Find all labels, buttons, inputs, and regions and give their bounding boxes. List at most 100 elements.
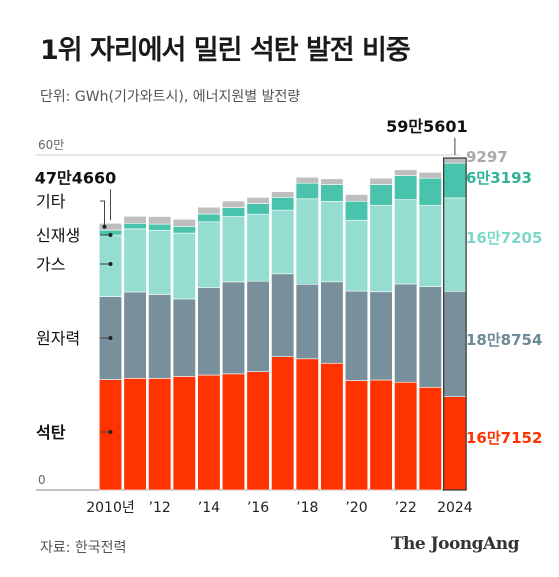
bar-segment-1: [148, 294, 172, 379]
series-label-dot: [108, 336, 113, 340]
bar-segment-0: [418, 386, 442, 491]
bar-segment-1: [172, 298, 196, 377]
y-tick-label: 60만: [38, 138, 64, 152]
bar-segment-1: [394, 283, 418, 383]
series-label-leader: [100, 200, 105, 227]
total-label: 47만4660: [35, 168, 117, 187]
bar-segment-3: [443, 162, 467, 199]
end-label-기타: 9297: [466, 148, 508, 166]
series-label: 가스: [36, 255, 65, 274]
bar-segment-4: [443, 157, 467, 164]
bar-segment-3: [344, 200, 369, 221]
bar-segment-3: [271, 197, 295, 211]
x-tick-label: 2024: [437, 500, 473, 516]
x-tick-label: 2010년: [86, 500, 135, 516]
end-label-가스: 16만7205: [466, 229, 542, 247]
bar-segment-3: [320, 184, 344, 202]
source-note: 자료: 한국전력: [40, 540, 127, 556]
bar-segment-0: [320, 362, 344, 491]
total-label: 59만5601: [386, 117, 468, 136]
x-tick-label: ’22: [395, 500, 417, 516]
bar-segment-1: [246, 280, 270, 372]
bar-segment-4: [344, 194, 369, 202]
bar-segment-0: [344, 380, 369, 491]
brand-logo: The JoongAng: [390, 534, 520, 554]
series-label-dot: [108, 430, 113, 434]
bar-segment-1: [418, 286, 442, 388]
bar-segment-2: [221, 216, 246, 283]
x-tick-label: ’12: [149, 500, 171, 516]
bar-segment-1: [197, 287, 221, 376]
bar-segment-0: [221, 373, 246, 491]
bar-segment-2: [148, 229, 172, 295]
end-label-원자력: 18만8754: [466, 331, 542, 349]
series-label-dot: [102, 224, 107, 229]
bar-segment-2: [123, 228, 147, 293]
x-tick-label: ’18: [296, 500, 318, 516]
bar-segment-0: [369, 379, 393, 491]
series-label: 석탄: [36, 423, 66, 442]
bar-segment-3: [418, 177, 442, 206]
bar-segment-2: [246, 213, 270, 282]
bar-segment-4: [394, 169, 418, 176]
bar-segment-0: [246, 371, 270, 491]
bar-segment-1: [369, 291, 393, 381]
bar-segment-3: [246, 203, 270, 215]
bar-segment-1: [123, 291, 147, 379]
bar-segment-2: [394, 199, 418, 285]
bar-segment-0: [197, 374, 221, 491]
end-label-석탄: 16만7152: [466, 429, 542, 447]
bar-segment-4: [98, 223, 123, 231]
bar-segment-2: [344, 219, 369, 292]
x-tick-label: ’14: [198, 500, 220, 516]
bar-segment-3: [148, 223, 172, 231]
bar-segment-4: [418, 172, 442, 179]
bar-segment-2: [172, 232, 196, 300]
end-label-신재생: 6만3193: [466, 169, 532, 187]
chart-title: 1위 자리에서 밀린 석탄 발전 비중: [40, 35, 411, 66]
bar-segment-0: [172, 376, 196, 491]
y-tick-label: 0: [38, 473, 46, 487]
bar-segment-2: [369, 204, 393, 293]
bar-segment-3: [295, 182, 319, 200]
series-label: 원자력: [36, 329, 80, 348]
bar-segment-3: [221, 207, 246, 217]
x-tick-label: ’16: [247, 500, 269, 516]
chart-subtitle: 단위: GWh(기가와트시), 에너지원별 발전량: [40, 89, 301, 105]
bar-segment-4: [295, 177, 319, 184]
bar-segment-2: [418, 205, 442, 287]
bar-segment-4: [197, 206, 221, 215]
bar-segment-0: [98, 379, 123, 491]
bar-segment-4: [246, 197, 270, 204]
bar-segment-4: [123, 215, 147, 224]
bar-segment-2: [443, 197, 467, 292]
bar-segment-1: [320, 281, 344, 364]
bar-segment-0: [295, 358, 319, 491]
series-label: 신재생: [36, 226, 80, 245]
bar-segment-0: [394, 381, 418, 491]
x-tick-label: ’20: [345, 500, 367, 516]
bar-segment-2: [320, 201, 344, 283]
bar-segment-1: [295, 283, 319, 360]
bar-segment-0: [148, 378, 172, 491]
bar-segment-1: [443, 290, 467, 397]
bar-segment-4: [148, 216, 172, 225]
bar-segment-3: [197, 213, 221, 223]
bar-segment-3: [172, 226, 196, 234]
bar-segment-2: [271, 209, 295, 275]
bar-segment-0: [271, 356, 295, 491]
bar-segment-1: [221, 281, 246, 375]
bar-segment-2: [295, 198, 319, 285]
bar-segment-4: [172, 218, 196, 227]
bar-segment-2: [197, 221, 221, 289]
bar-segment-4: [221, 200, 246, 208]
bar-segment-0: [443, 396, 467, 491]
bar-segment-3: [369, 184, 393, 206]
bar-segment-0: [123, 378, 147, 491]
series-label-dot: [108, 262, 113, 266]
bar-segment-1: [271, 273, 295, 357]
series-label-dot: [108, 233, 113, 237]
bar-segment-4: [320, 178, 344, 185]
bar-segment-3: [394, 175, 418, 200]
